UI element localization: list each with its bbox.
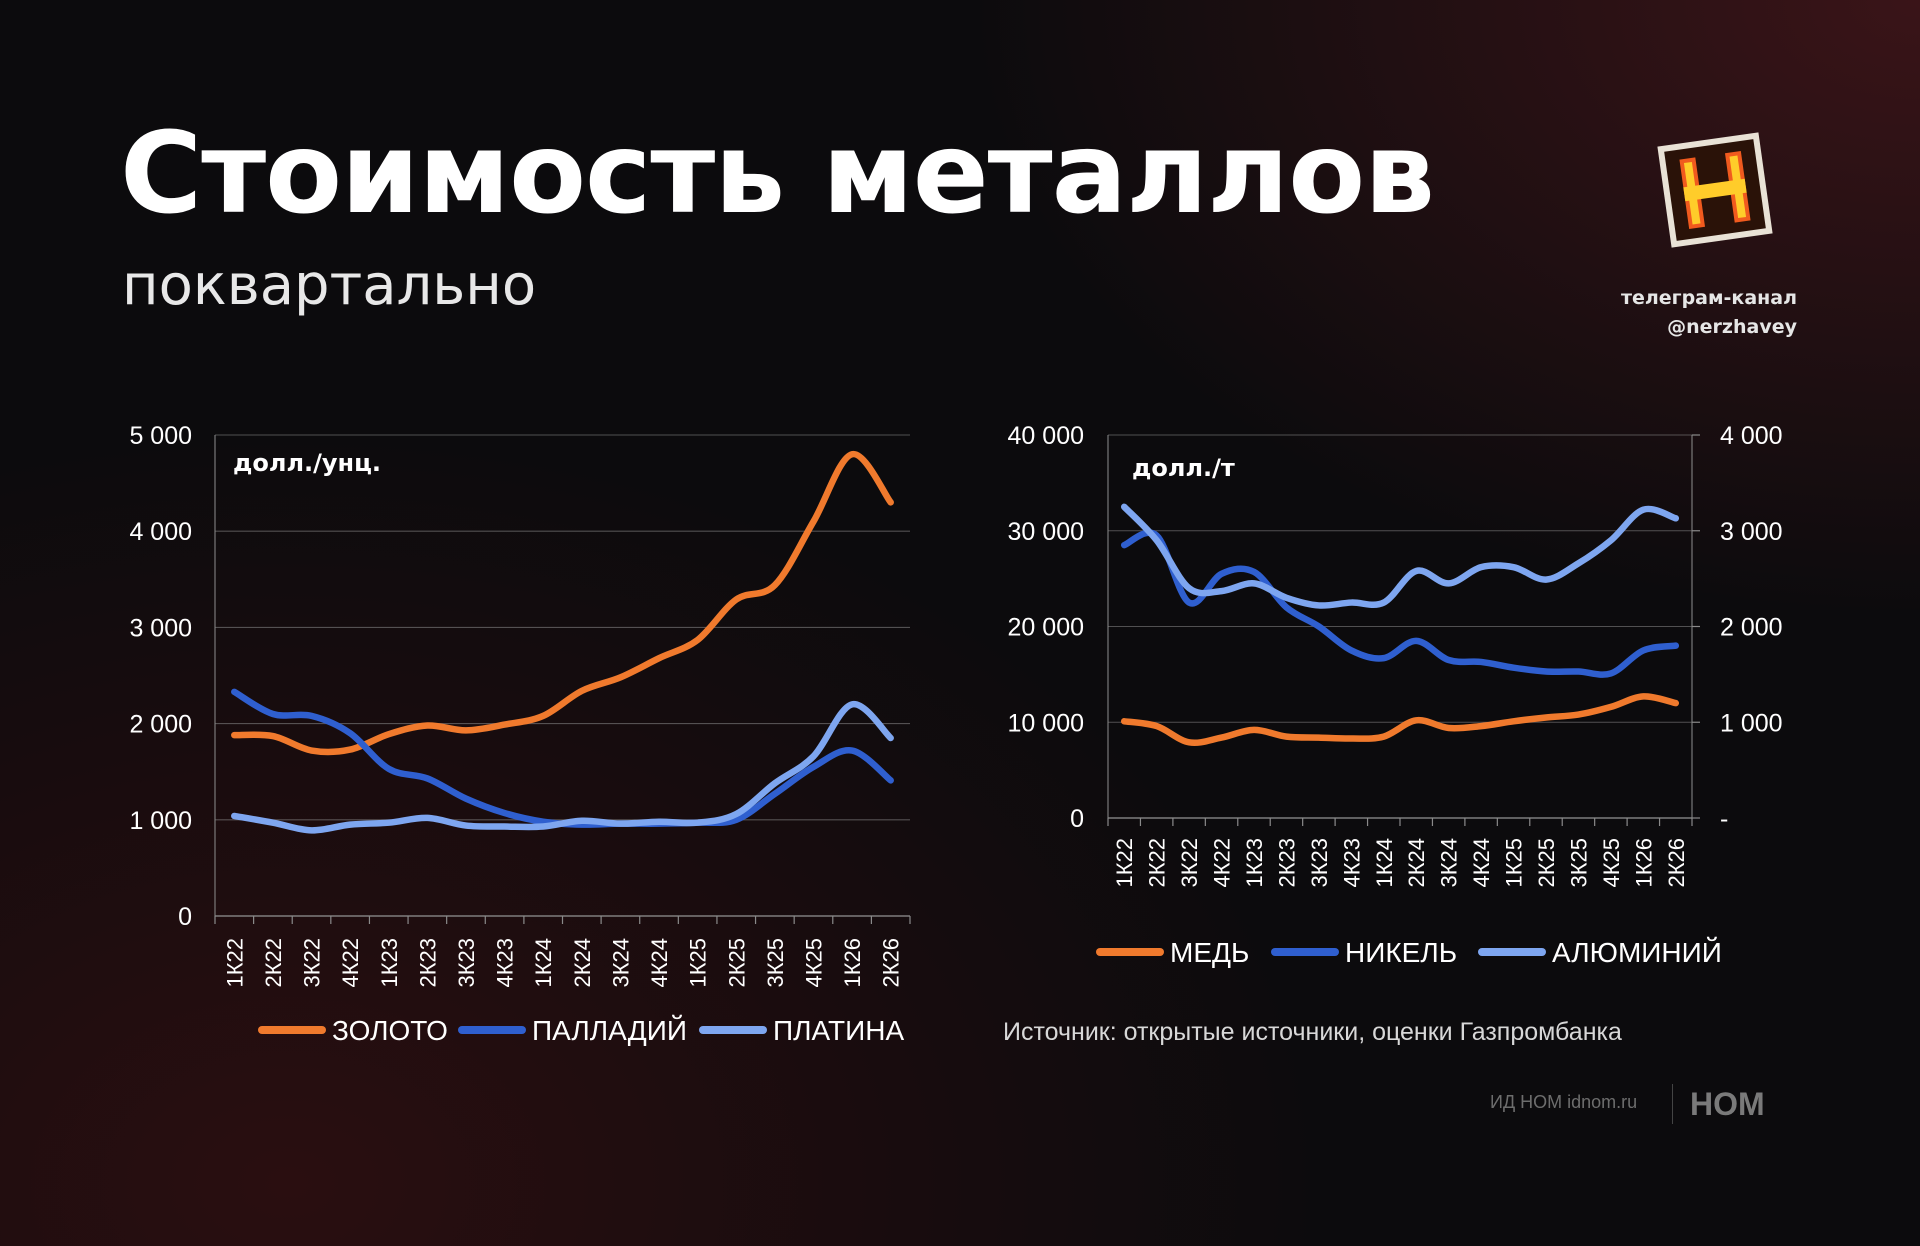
legend-label: ПАЛЛАДИЙ bbox=[532, 1015, 687, 1046]
x-tick-label: 2К25 bbox=[1534, 838, 1559, 888]
y2-tick-label: 1 000 bbox=[1720, 709, 1783, 737]
x-tick-label: 4К22 bbox=[1210, 838, 1235, 888]
y2-tick-label: 3 000 bbox=[1720, 518, 1783, 546]
x-tick-label: 3К24 bbox=[608, 938, 633, 988]
x-tick-label: 4К25 bbox=[801, 938, 826, 988]
x-tick-label: 2К26 bbox=[1664, 838, 1689, 888]
y-tick-label: 30 000 bbox=[1008, 518, 1084, 546]
x-tick-label: 4К25 bbox=[1599, 838, 1624, 888]
y-tick-label: 3 000 bbox=[129, 614, 192, 642]
legend-label: ПЛАТИНА bbox=[773, 1015, 904, 1046]
x-tick-label: 2К25 bbox=[724, 938, 749, 988]
x-tick-label: 2К26 bbox=[879, 938, 904, 988]
x-tick-label: 1К25 bbox=[686, 938, 711, 988]
unit-label: долл./т bbox=[1132, 454, 1235, 482]
x-tick-label: 4К23 bbox=[1339, 838, 1364, 888]
x-tick-label: 1К22 bbox=[1112, 838, 1137, 888]
y2-tick-label: 2 000 bbox=[1720, 614, 1783, 642]
y-tick-label: 5 000 bbox=[129, 422, 192, 450]
footer-credit: ИД НОМ idnom.ru bbox=[1490, 1092, 1638, 1112]
y-tick-label: 2 000 bbox=[129, 711, 192, 739]
chart-2: 0 10 000 20 000 30 000 40 000 - 1 000 2 000 3 00… bbox=[1008, 422, 1783, 968]
y-tick-label: 40 000 bbox=[1008, 422, 1084, 450]
series-line-copper bbox=[1120, 693, 1680, 747]
y-tick-label: 4 000 bbox=[129, 518, 192, 546]
x-tick-label: 2К22 bbox=[261, 938, 286, 988]
y-tick-label: 0 bbox=[178, 903, 192, 931]
series-line-palladium bbox=[231, 688, 894, 828]
x-tick-label: 2К24 bbox=[1404, 838, 1429, 888]
y-tick-label: 1 000 bbox=[129, 807, 192, 835]
x-tick-label: 1К23 bbox=[1242, 838, 1267, 888]
x-tick-label: 4К22 bbox=[338, 938, 363, 988]
channel-caption: телеграм-канал @nerzhavey bbox=[1621, 284, 1797, 342]
series-line-aluminum bbox=[1120, 503, 1680, 609]
x-tick-label: 4К24 bbox=[1469, 838, 1494, 888]
x-tick-label: 1К24 bbox=[531, 938, 556, 988]
x-tick-label: 2К24 bbox=[570, 938, 595, 988]
legend-label: НИКЕЛЬ bbox=[1345, 937, 1457, 968]
legend-label: ЗОЛОТО bbox=[332, 1015, 448, 1046]
page-title: Стоимость металлов bbox=[120, 109, 1435, 239]
x-tick-label: 1К23 bbox=[377, 938, 402, 988]
x-tick-label: 1К25 bbox=[1502, 838, 1527, 888]
page-subtitle: поквартально bbox=[122, 253, 537, 318]
unit-label: долл./унц. bbox=[233, 449, 381, 477]
legend-label: АЛЮМИНИЙ bbox=[1552, 937, 1722, 968]
footer-divider bbox=[1672, 1084, 1673, 1124]
x-tick-label: 3К24 bbox=[1437, 838, 1462, 888]
y2-tick-label: 4 000 bbox=[1720, 422, 1783, 450]
x-tick-label: 3К23 bbox=[1307, 838, 1332, 888]
source-note: Источник: открытые источники, оценки Газ… bbox=[1003, 1018, 1622, 1046]
y2-tick-label: - bbox=[1720, 805, 1728, 833]
x-tick-label: 1К22 bbox=[222, 938, 247, 988]
channel-logo bbox=[1657, 132, 1773, 248]
x-tick-label: 2К22 bbox=[1145, 838, 1170, 888]
x-tick-label: 1К24 bbox=[1372, 838, 1397, 888]
x-tick-label: 3К25 bbox=[763, 938, 788, 988]
x-tick-label: 4К23 bbox=[493, 938, 518, 988]
x-tick-label: 4К24 bbox=[647, 938, 672, 988]
y-tick-label: 0 bbox=[1070, 805, 1084, 833]
x-tick-label: 1К26 bbox=[840, 938, 865, 988]
x-tick-label: 3К22 bbox=[1177, 838, 1202, 888]
series-line-platinum bbox=[231, 701, 894, 834]
x-tick-label: 3К23 bbox=[454, 938, 479, 988]
series-line-gold bbox=[231, 450, 894, 756]
y-tick-label: 20 000 bbox=[1008, 614, 1084, 642]
channel-label: телеграм-канал bbox=[1620, 287, 1797, 309]
chart-1: 0 1 000 2 000 3 000 4 000 5 000 1К22 2К22 3К22 4К… bbox=[129, 422, 911, 1046]
x-tick-label: 3К25 bbox=[1566, 838, 1591, 888]
y-tick-label: 10 000 bbox=[1008, 709, 1084, 737]
channel-handle: @nerzhavey bbox=[1667, 316, 1797, 338]
legend-label: МЕДЬ bbox=[1170, 937, 1249, 968]
x-tick-label: 1К26 bbox=[1631, 838, 1656, 888]
x-tick-label: 3К22 bbox=[300, 938, 325, 988]
series-line-nickel bbox=[1120, 529, 1680, 678]
footer-brand: НОМ bbox=[1690, 1086, 1765, 1122]
x-tick-label: 2К23 bbox=[1274, 838, 1299, 888]
x-tick-label: 2К23 bbox=[415, 938, 440, 988]
